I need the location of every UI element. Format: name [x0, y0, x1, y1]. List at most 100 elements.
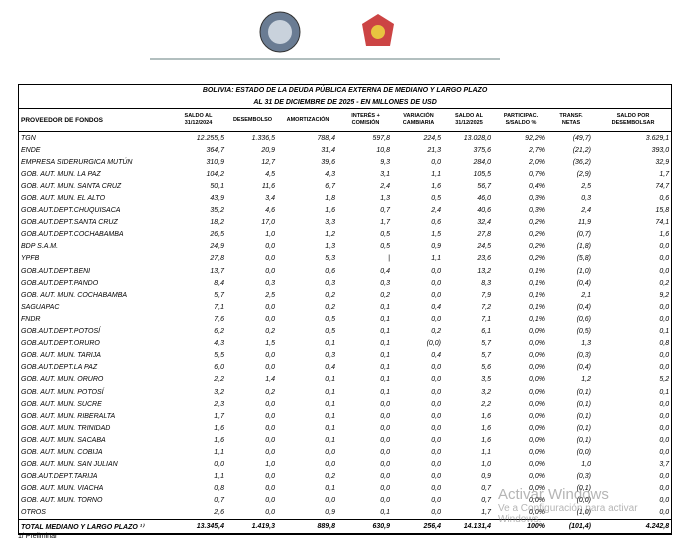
cell: 0,0% — [529, 448, 545, 456]
cell: 1,8 — [325, 195, 335, 203]
cell: 1,6 — [659, 231, 670, 239]
cell: 50,1 — [210, 182, 224, 190]
cell: 1,0 — [265, 461, 275, 469]
cell: 0,0% — [529, 376, 545, 384]
cell: 1,7 — [380, 219, 390, 227]
column-header: SALDO POR DESEMBOLSAR — [594, 108, 673, 132]
cell: 0,1% — [529, 279, 545, 287]
cell: 0,0 — [431, 485, 441, 493]
total-cell: (101,4) — [548, 519, 594, 534]
cell: 0,2% — [529, 243, 545, 251]
cell: 1,1 — [214, 473, 224, 481]
data-row: GOB. AUT. MUN. COBIJA 1,1 0,0 0,0 0,0 0,0 1,1 0… — [18, 446, 672, 458]
cell: 0,0 — [431, 376, 441, 384]
cell: 0,4 — [380, 267, 390, 275]
cell: 0,0% — [529, 461, 545, 469]
column-header: AMORTIZACIÓN — [278, 108, 338, 132]
table-title: BOLIVIA: ESTADO DE LA DEUDA PÚBLICA EXTE… — [202, 86, 488, 94]
data-row: GOB. AUT. MUN. TARIJA 5,5 0,0 0,3 0,1 0,4 5,7 0… — [18, 350, 672, 362]
cell: 11,6 — [261, 182, 275, 190]
cell: 0,5 — [380, 231, 390, 239]
cell: 0,1 — [325, 340, 335, 348]
cell: 0,0 — [325, 448, 335, 456]
cell: 3,4 — [265, 195, 275, 203]
data-row: GOB. AUT. MUN. SANTA CRUZ 50,1 11,6 6,7 2,4 1… — [18, 180, 672, 192]
total-cell: 13.345,4 — [170, 519, 227, 534]
provider-name: GOB.AUT.DEPT.CHUQUISACA — [21, 207, 121, 215]
cell: 375,6 — [473, 146, 491, 154]
cell: 1,7 — [214, 412, 224, 420]
cell: 0,0 — [659, 303, 670, 311]
cell: 0,0 — [659, 315, 670, 323]
provider-name: GOB.AUT.DEPT.POTOSÍ — [21, 328, 101, 336]
cell: 0,2 — [659, 279, 670, 287]
data-row: GOB.AUT.DEPT.LA PAZ 6,0 0,0 0,4 0,1 0,0 5,6 0,0… — [18, 362, 672, 374]
cell: 1,6 — [325, 207, 335, 215]
cell: 0,0 — [265, 473, 275, 481]
cell: 0,1% — [529, 303, 545, 311]
cell: 0,4% — [529, 182, 545, 190]
total-cell: 14.131,4 — [444, 519, 494, 534]
cell: 0,2% — [529, 255, 545, 263]
cell: 2,0% — [529, 158, 545, 166]
cell: 0,0 — [431, 412, 441, 420]
cell: (0,3) — [576, 352, 591, 360]
data-row: GOB.AUT.DEPT.BENI 13,7 0,0 0,6 0,4 0,0 13,2 0,1… — [18, 265, 672, 277]
cell: 1,1 — [481, 448, 491, 456]
cell: 0,2 — [325, 473, 335, 481]
cell: 92,2% — [525, 134, 545, 142]
cell: 5,2 — [659, 376, 670, 384]
cell: 5,3 — [325, 255, 335, 263]
cell: 0,1 — [380, 303, 390, 311]
cell: 7,2 — [481, 303, 491, 311]
cell: 0,0% — [529, 328, 545, 336]
column-header: TRANSF. NETAS — [548, 108, 594, 132]
cell: 0,5 — [325, 328, 335, 336]
cell: 13,2 — [477, 267, 491, 275]
data-row: GOB. AUT. MUN. SAN JULIAN 0,0 1,0 0,0 0,0 0,0… — [18, 459, 672, 471]
cell: 0,0% — [529, 509, 545, 517]
cell: 0,0 — [659, 424, 670, 432]
cell: 12,7 — [261, 158, 275, 166]
cell: 393,0 — [651, 146, 670, 154]
cell: 3,2 — [214, 388, 224, 396]
cell: 0,3% — [529, 207, 545, 215]
cell: 40,6 — [477, 207, 491, 215]
data-row: GOB.AUT.DEPT.PANDO 8,4 0,3 0,3 0,3 0,0 8,3 0,1%… — [18, 277, 672, 289]
total-cell: 889,8 — [278, 519, 338, 534]
cell: 0,6 — [659, 195, 670, 203]
cell: 13.028,0 — [463, 134, 491, 142]
cell: 0,2% — [529, 219, 545, 227]
cell: 2,1 — [581, 291, 591, 299]
cell: 0,0 — [325, 497, 335, 505]
cell: 12.255,5 — [196, 134, 224, 142]
cell: 788,4 — [317, 134, 335, 142]
cell: (0,1) — [576, 424, 591, 432]
data-row: GOB. AUT. MUN. EL ALTO 43,9 3,4 1,8 1,3 0,5 46… — [18, 192, 672, 204]
cell: 0,5 — [325, 315, 335, 323]
coat-center — [371, 25, 385, 39]
cell: 0,2 — [265, 328, 275, 336]
total-cell: 4.242,8 — [594, 519, 673, 534]
cell: 0,0 — [265, 364, 275, 372]
cell: 0,0% — [529, 340, 545, 348]
cell: 0,0 — [659, 473, 670, 481]
total-cell: 630,9 — [338, 519, 393, 534]
cell: 26,5 — [210, 231, 224, 239]
cell: 2,2 — [214, 376, 224, 384]
cell: (21,2) — [572, 146, 591, 154]
cell: 7,1 — [214, 303, 224, 311]
cell: 4,3 — [325, 170, 335, 178]
cell: 0,7 — [481, 497, 491, 505]
cell: (0,6) — [576, 315, 591, 323]
data-row: GOB. AUT. MUN. LA PAZ 104,2 4,5 4,3 3,1 1,1 10… — [18, 168, 672, 180]
cell: (0,1) — [576, 400, 591, 408]
data-row: OTROS 2,6 0,0 0,9 0,1 0,0 1,7 0,0% (1,0) 0,0 — [18, 507, 672, 520]
cell: 3,5 — [481, 376, 491, 384]
provider-name: GOB. AUT. MUN. RIBERALTA — [21, 412, 116, 420]
cell: 0,0 — [265, 352, 275, 360]
cell: 11,9 — [577, 219, 591, 227]
provider-name: GOB.AUT.DEPT.COCHABAMBA — [21, 231, 124, 239]
cell: 1,6 — [214, 424, 224, 432]
